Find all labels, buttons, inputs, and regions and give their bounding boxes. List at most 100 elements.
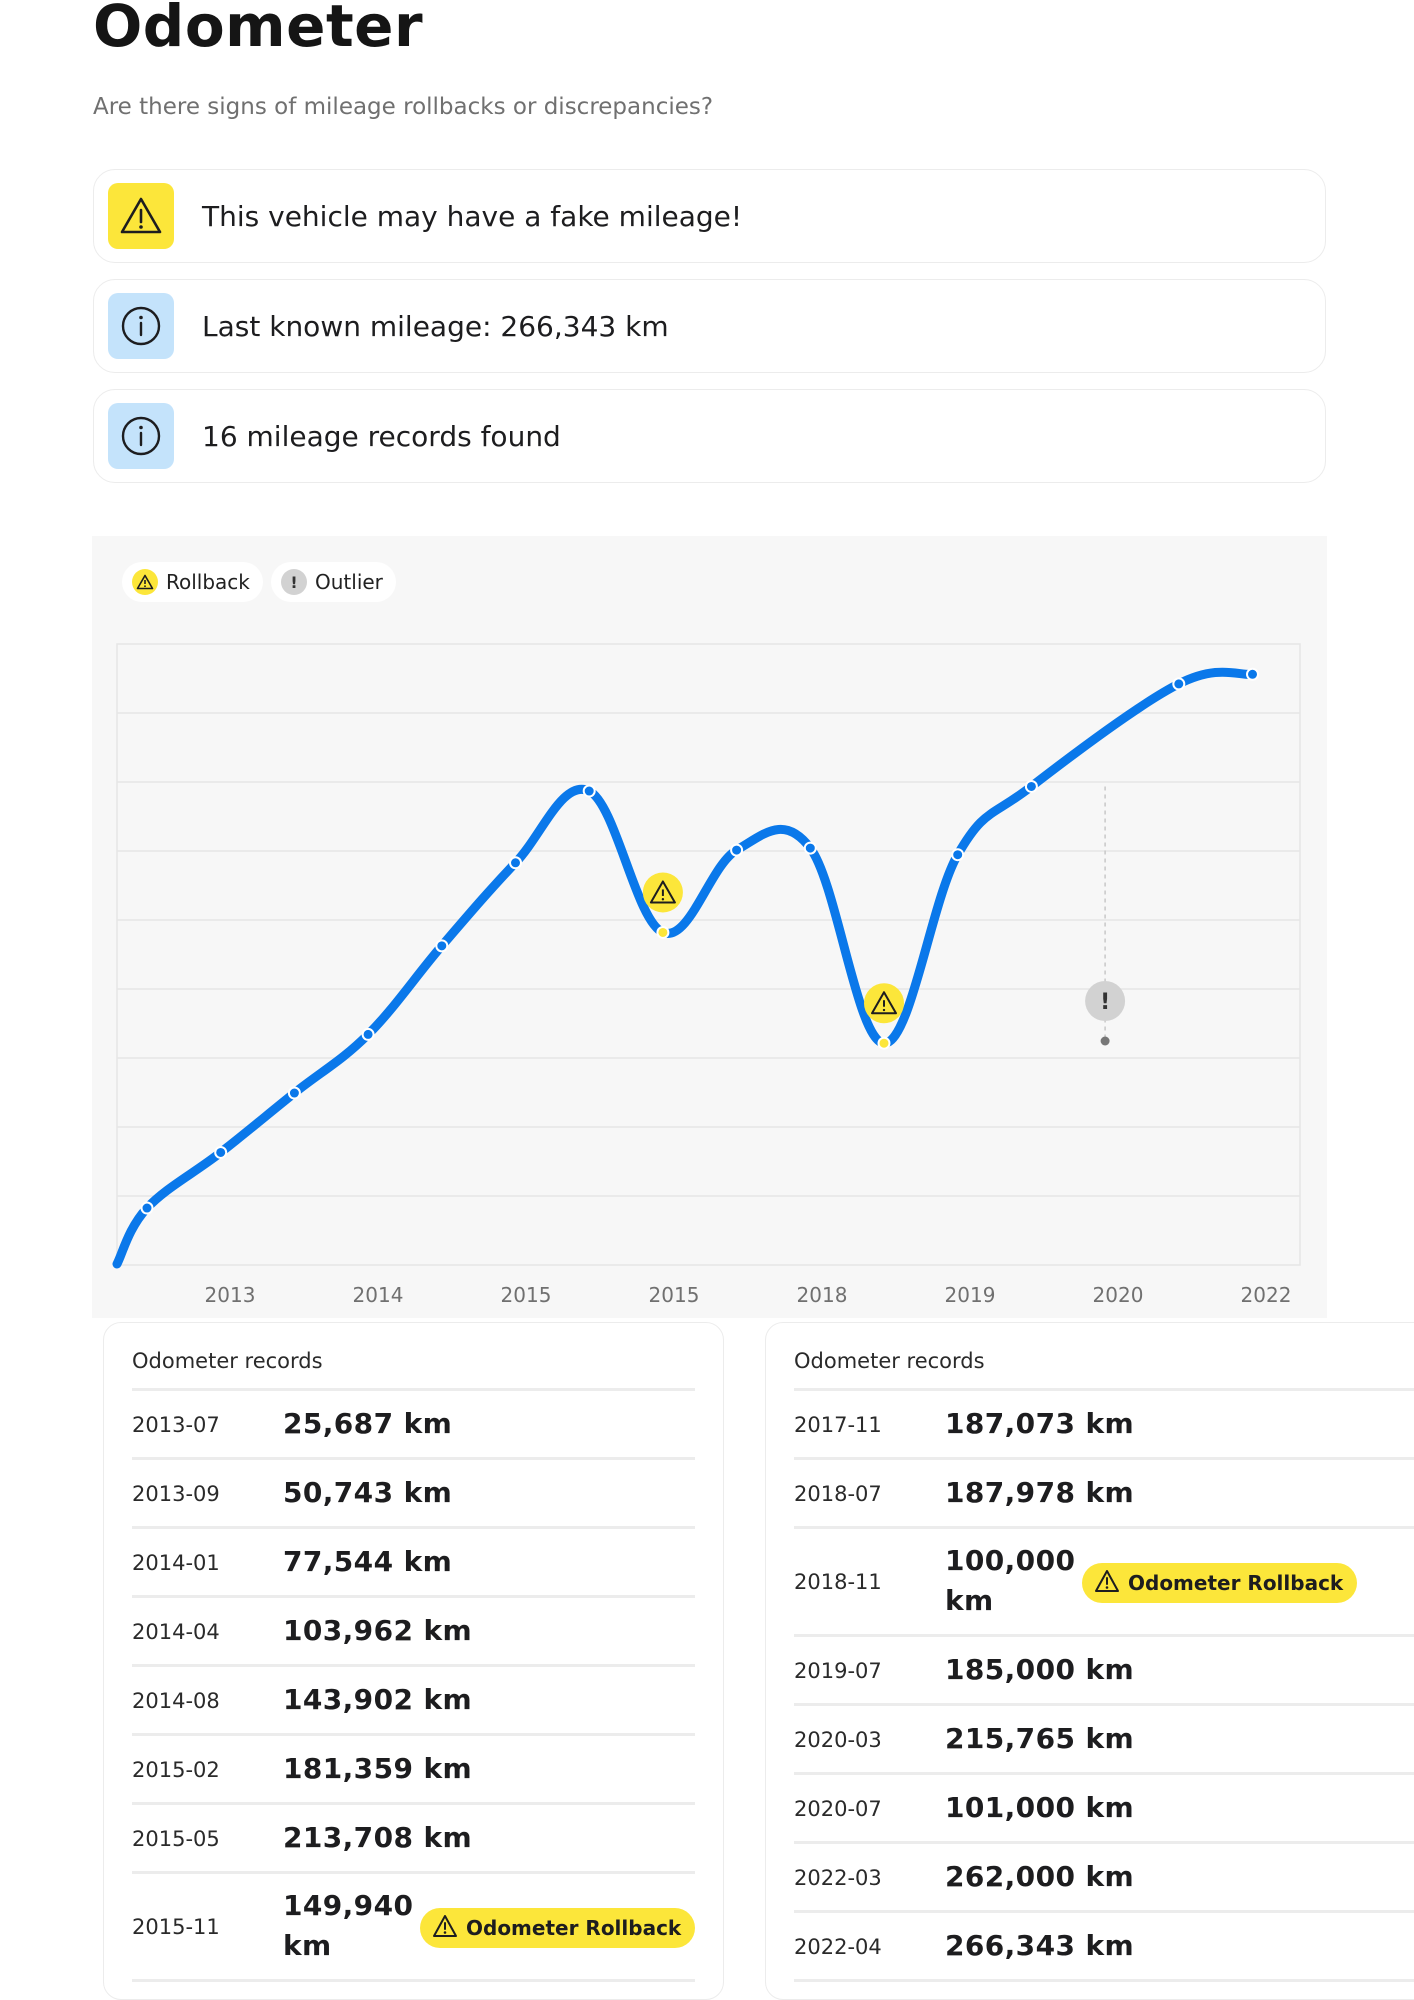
chart-canvas: ! 2013 2014 2015 2015 2018 2019 2020 2022 (112, 643, 1301, 1307)
x-tick-label: 2015 (501, 1283, 552, 1307)
record-date: 2017-11 (794, 1412, 882, 1437)
rollback-badge-label: Odometer Rollback (1128, 1571, 1344, 1595)
warning-triangle-icon (108, 183, 174, 249)
x-tick-label: 2019 (945, 1283, 996, 1307)
data-point (1024, 779, 1038, 793)
x-tick-label: 2018 (797, 1283, 848, 1307)
divider (794, 1388, 1414, 1391)
data-point (361, 1027, 375, 1041)
last-mileage-alert: Last known mileage: 266,343 km (93, 279, 1326, 373)
record-date: 2013-09 (132, 1481, 220, 1506)
data-point (803, 841, 817, 855)
record-row: 2019-07 185,000 km (794, 1637, 1414, 1706)
rollback-point (656, 925, 670, 939)
record-row: 2022-03 262,000 km (794, 1844, 1414, 1913)
records-card-left: Odometer records 2013-07 25,687 km 2013-09… (103, 1322, 724, 2000)
record-mileage: 100,000 km (945, 1544, 1076, 1617)
record-row: 2017-11 187,073 km (794, 1391, 1414, 1460)
record-row: 2018-07 187,978 km (794, 1460, 1414, 1529)
record-row: 2014-01 77,544 km (132, 1529, 695, 1598)
warning-triangle-icon (649, 880, 676, 904)
rollback-badge: Odometer Rollback (1082, 1563, 1358, 1603)
record-mileage: 25,687 km (283, 1406, 453, 1440)
record-date: 2015-05 (132, 1826, 220, 1851)
record-date: 2015-02 (132, 1757, 220, 1782)
legend-rollback[interactable]: Rollback (122, 562, 263, 602)
divider (132, 1388, 695, 1391)
data-point (435, 939, 449, 953)
card-title: Odometer records (132, 1349, 323, 1373)
record-mileage: 266,343 km (945, 1928, 1135, 1962)
record-date: 2022-04 (794, 1934, 882, 1959)
record-mileage: 187,073 km (945, 1406, 1135, 1440)
legend-label: Rollback (166, 570, 250, 594)
record-row: 2015-05 213,708 km (132, 1805, 695, 1874)
warning-triangle-icon (132, 569, 158, 595)
rollback-badge-label: Odometer Rollback (466, 1916, 682, 1940)
legend-label: Outlier (315, 570, 383, 594)
x-tick-label: 2014 (353, 1283, 404, 1307)
data-point (140, 1201, 154, 1215)
record-date: 2019-07 (794, 1658, 882, 1683)
warning-triangle-dot (661, 898, 665, 901)
card-title: Odometer records (794, 1349, 985, 1373)
record-mileage: 149,940 km (283, 1889, 414, 1962)
rollback-point (877, 1036, 891, 1050)
data-point (509, 856, 522, 870)
record-date: 2018-07 (794, 1481, 882, 1506)
record-row: 2014-08 143,902 km (132, 1667, 695, 1736)
data-point (1246, 667, 1259, 681)
legend-outlier[interactable]: ! Outlier (271, 562, 396, 602)
exclamation-icon: ! (1100, 990, 1110, 1015)
alert-text: 16 mileage records found (202, 419, 561, 453)
info-circle-icon (108, 403, 174, 469)
record-date: 2022-03 (794, 1865, 882, 1890)
record-row: 2013-07 25,687 km (132, 1391, 695, 1460)
record-mileage: 185,000 km (945, 1652, 1135, 1686)
record-row: 2020-07 101,000 km (794, 1775, 1414, 1844)
record-mileage: 103,962 km (283, 1613, 473, 1647)
record-mileage: 213,708 km (283, 1820, 473, 1854)
record-date: 2014-08 (132, 1688, 220, 1713)
records-card-right: Odometer records 2017-11 187,073 km 2018-0… (765, 1322, 1414, 2000)
data-point (287, 1086, 301, 1100)
record-row: 2015-02 181,359 km (132, 1736, 695, 1805)
data-point (582, 784, 596, 798)
rollback-badge: Odometer Rollback (420, 1908, 696, 1948)
record-mileage: 181,359 km (283, 1751, 473, 1785)
record-date: 2015-11 (132, 1915, 220, 1939)
warning-triangle-dot (882, 1008, 886, 1012)
warning-triangle-icon (432, 1914, 466, 1943)
mileage-chart: Rollback ! Outlier ! 2013 2014 2015 2015 2018… (92, 536, 1327, 1318)
x-tick-label: 2015 (649, 1283, 700, 1307)
record-mileage: 77,544 km (283, 1544, 453, 1578)
record-row: 2014-04 103,962 km (132, 1598, 695, 1667)
records-count-alert: 16 mileage records found (93, 389, 1326, 483)
x-tick-label: 2013 (205, 1283, 256, 1307)
exclamation-icon: ! (281, 569, 307, 595)
info-circle-icon (108, 293, 174, 359)
record-row: 2015-11 149,940 km Odometer Rollback (132, 1874, 696, 1982)
record-row: 2020-03 215,765 km (794, 1706, 1414, 1775)
outlier-point (1100, 1036, 1110, 1046)
warning-triangle-icon (871, 991, 897, 1015)
record-mileage: 101,000 km (945, 1790, 1135, 1824)
alert-text: This vehicle may have a fake mileage! (202, 199, 743, 233)
record-row: 2022-04 266,343 km (794, 1913, 1414, 1982)
record-date: 2014-04 (132, 1619, 220, 1644)
alert-text: Last known mileage: 266,343 km (202, 309, 669, 343)
page-title: Odometer (93, 0, 424, 60)
record-mileage: 262,000 km (945, 1859, 1135, 1893)
data-point (214, 1145, 228, 1159)
fake-mileage-alert: This vehicle may have a fake mileage! (93, 169, 1326, 263)
record-mileage: 187,978 km (945, 1475, 1135, 1509)
record-row: 2018-11 100,000 km Odometer Rollback (794, 1529, 1414, 1637)
mileage-line (112, 667, 1257, 1269)
x-tick-label: 2020 (1093, 1283, 1144, 1307)
record-mileage: 215,765 km (945, 1721, 1135, 1755)
data-point (730, 843, 744, 857)
record-date: 2014-01 (132, 1550, 220, 1575)
x-tick-label: 2022 (1241, 1283, 1292, 1307)
record-date: 2018-11 (794, 1570, 882, 1594)
warning-triangle-icon (1094, 1569, 1128, 1598)
